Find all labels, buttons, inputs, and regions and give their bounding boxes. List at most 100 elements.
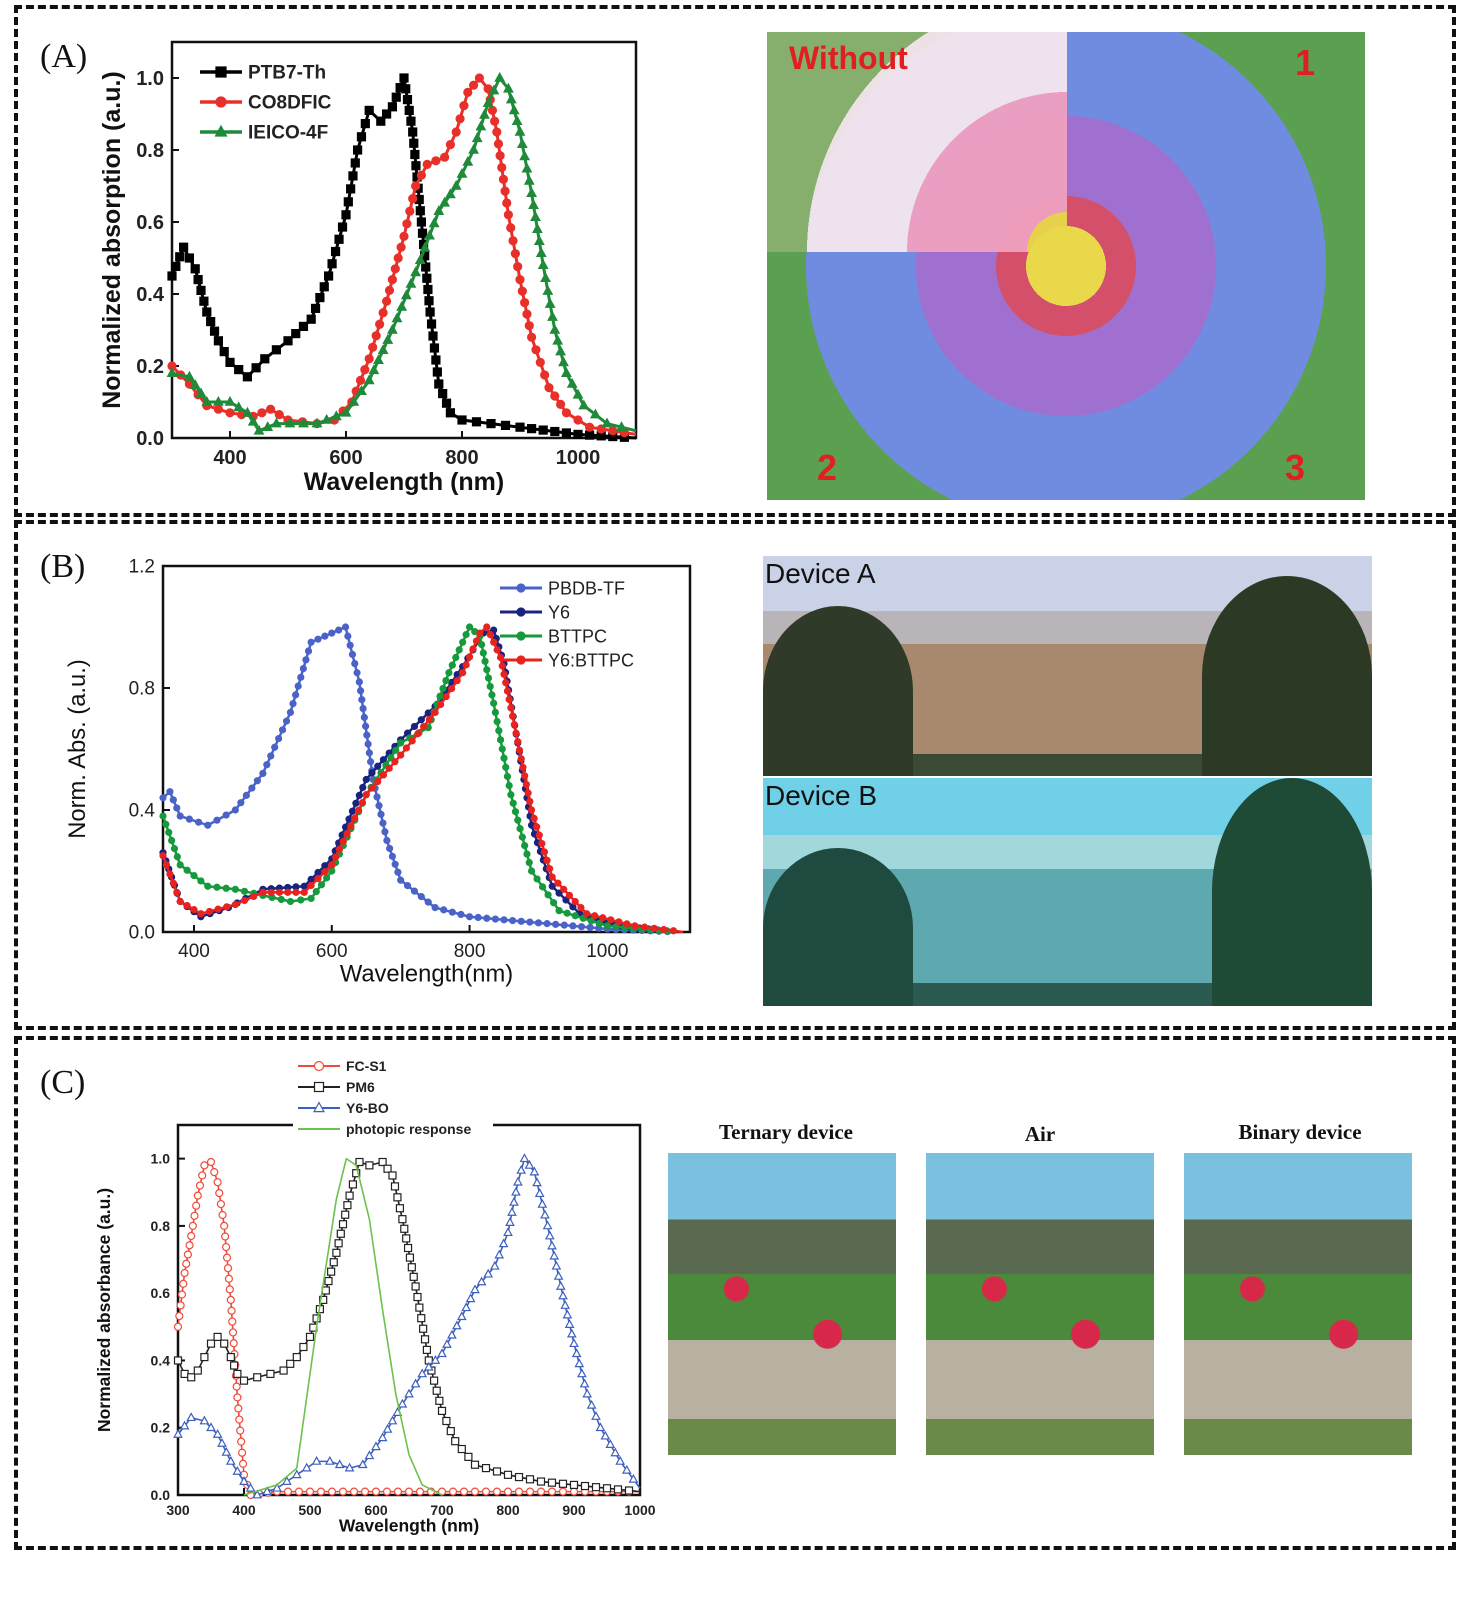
data-point	[202, 307, 212, 317]
data-point	[421, 262, 431, 272]
data-point	[345, 815, 353, 823]
data-point	[382, 296, 392, 306]
data-point	[159, 794, 167, 802]
data-point	[406, 116, 416, 126]
data-point	[549, 323, 561, 334]
data-point	[306, 314, 316, 324]
data-point	[573, 429, 583, 439]
data-point	[516, 825, 524, 833]
data-point	[338, 1487, 348, 1496]
data-point	[490, 116, 500, 126]
data-point	[173, 804, 181, 812]
data-point	[402, 94, 413, 105]
data-point	[411, 1282, 420, 1291]
data-point	[195, 387, 207, 398]
data-point	[358, 798, 366, 807]
data-point	[166, 788, 174, 796]
data-point	[359, 783, 367, 792]
data-point	[337, 222, 348, 232]
data-point	[437, 1348, 447, 1358]
data-point	[548, 873, 556, 881]
data-point	[479, 108, 490, 119]
data-point	[500, 670, 508, 678]
data-point	[233, 401, 245, 412]
data-point	[495, 727, 503, 735]
series-co8dfic	[167, 73, 637, 438]
data-point	[379, 819, 387, 827]
data-point	[503, 772, 512, 781]
data-point	[516, 583, 526, 593]
data-point	[462, 631, 470, 639]
data-point	[245, 1482, 256, 1492]
data-point	[528, 199, 539, 209]
data-point	[405, 206, 415, 216]
series-pm6	[173, 1157, 641, 1495]
data-point	[437, 1406, 447, 1416]
data-point	[555, 889, 563, 897]
data-point	[415, 1303, 424, 1312]
data-point	[227, 1306, 236, 1315]
data-point	[476, 1276, 487, 1286]
data-point	[188, 1221, 197, 1231]
data-point	[436, 692, 444, 700]
plot-frame	[170, 40, 638, 440]
data-point	[334, 1239, 343, 1248]
data-point	[527, 867, 536, 875]
ternary-device-title: Ternary device	[719, 1120, 853, 1144]
data-point	[224, 1274, 234, 1283]
data-point	[311, 1455, 322, 1465]
data-point	[233, 1393, 242, 1402]
data-point	[187, 1231, 196, 1241]
data-point	[502, 763, 510, 771]
data-point	[324, 1455, 335, 1465]
data-point	[471, 132, 483, 143]
panel-label-c: (C)	[40, 1064, 86, 1101]
data-point	[267, 752, 275, 760]
data-point	[587, 917, 595, 925]
data-point	[560, 921, 568, 929]
data-point	[321, 868, 329, 876]
data-point	[470, 1460, 480, 1469]
data-point	[399, 73, 409, 83]
data-point	[402, 219, 412, 229]
data-point	[292, 888, 300, 896]
data-point	[521, 841, 529, 850]
data-point	[439, 196, 451, 207]
y-tick-label: 0.0	[129, 923, 155, 944]
data-point	[201, 395, 213, 406]
data-point	[215, 1189, 224, 1198]
data-point	[582, 1388, 593, 1398]
data-point	[185, 815, 194, 823]
x-tick-label: 300	[166, 1502, 190, 1518]
data-point	[414, 730, 422, 738]
data-point	[225, 357, 235, 367]
data-point	[176, 897, 184, 906]
data-point	[505, 1217, 515, 1226]
data-point	[457, 1444, 466, 1454]
data-point	[166, 367, 178, 377]
data-point	[419, 241, 431, 252]
data-point	[344, 1462, 355, 1472]
series-line	[162, 625, 677, 934]
data-point	[577, 923, 586, 931]
data-point	[669, 927, 678, 935]
data-point	[348, 807, 357, 815]
data-point	[459, 1487, 469, 1496]
data-point	[368, 769, 376, 777]
data-point	[462, 155, 474, 166]
data-point	[384, 285, 395, 295]
data-point	[341, 1210, 350, 1219]
data-point	[204, 821, 212, 829]
data-point	[368, 784, 376, 792]
data-point	[377, 344, 389, 354]
data-point	[179, 242, 189, 252]
data-point	[257, 408, 267, 418]
data-point	[214, 124, 228, 137]
data-point	[417, 228, 428, 238]
data-point	[417, 1314, 426, 1323]
data-point	[537, 259, 549, 269]
data-point	[221, 1232, 230, 1241]
data-point	[221, 1242, 231, 1252]
data-point	[535, 831, 543, 839]
series-ieico-4f	[166, 71, 637, 435]
